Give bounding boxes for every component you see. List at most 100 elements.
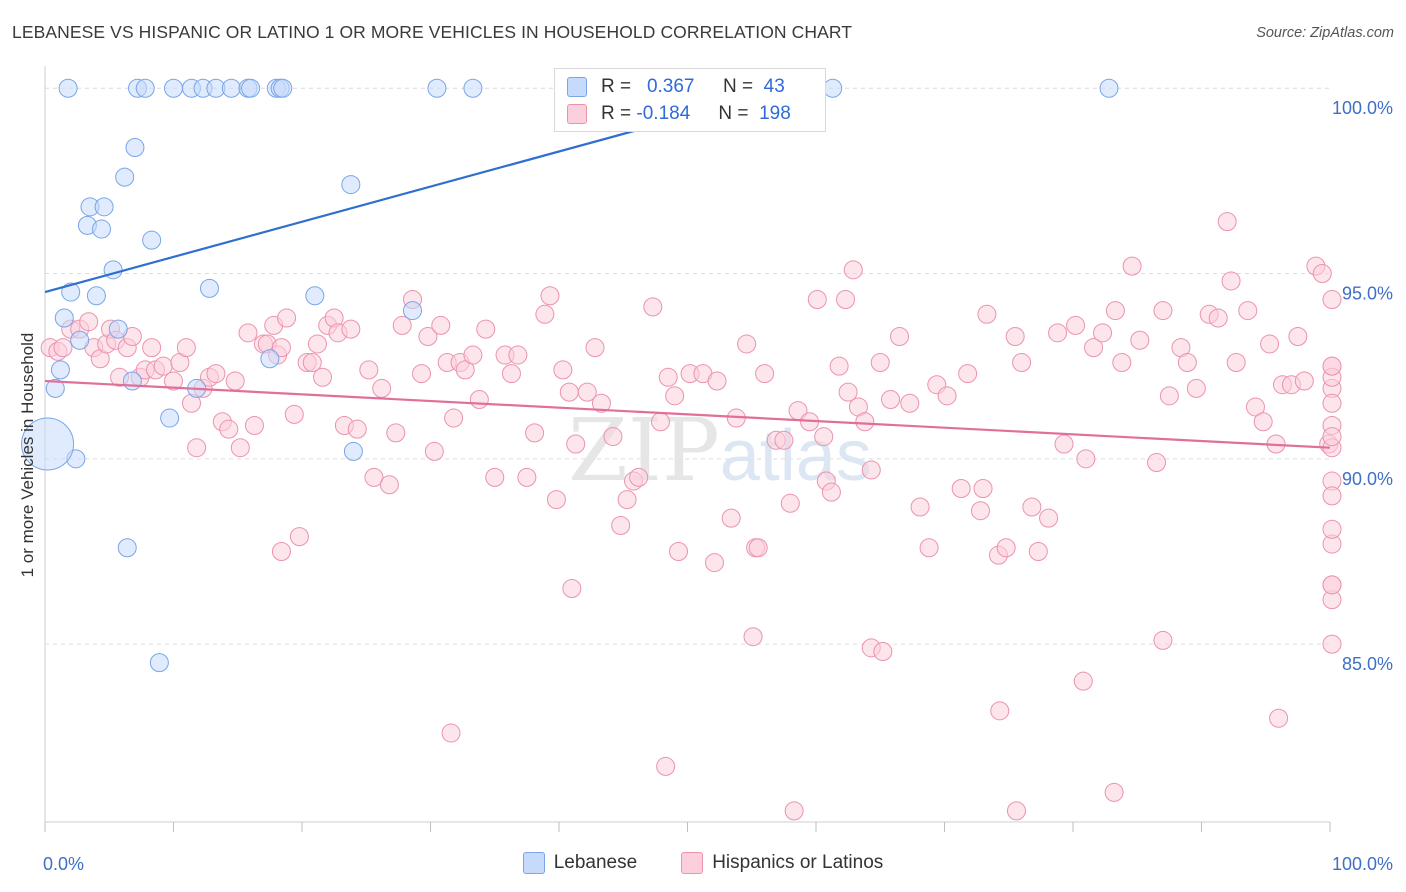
lebanese-point bbox=[61, 282, 81, 302]
lebanese-point bbox=[94, 197, 114, 217]
hispanic-point bbox=[870, 352, 890, 372]
hispanic-point bbox=[517, 467, 537, 487]
hispanic-point bbox=[873, 642, 893, 662]
hispanic-point bbox=[1105, 301, 1125, 321]
tick-labels: 100.0% 95.0% 90.0% 85.0% 0.0% 100.0% bbox=[43, 98, 1393, 874]
hispanic-point bbox=[289, 527, 309, 547]
lebanese-point bbox=[199, 278, 219, 298]
hispanic-point bbox=[164, 371, 183, 391]
hispanic-point bbox=[843, 260, 863, 280]
r-label: R = bbox=[601, 76, 632, 97]
hispanic-point bbox=[469, 390, 489, 410]
hispanic-point bbox=[585, 338, 605, 358]
hispanic-point bbox=[225, 371, 245, 391]
hispanic-point bbox=[1322, 289, 1342, 309]
hispanic-point bbox=[919, 538, 939, 558]
lebanese-point bbox=[341, 175, 361, 195]
hispanic-point bbox=[643, 297, 663, 317]
hispanic-point bbox=[996, 538, 1016, 558]
chart-title: LEBANESE VS HISPANIC OR LATINO 1 OR MORE… bbox=[12, 22, 853, 42]
hispanic-point bbox=[743, 627, 763, 647]
hispanic-point bbox=[525, 423, 545, 443]
hispanic-point bbox=[463, 345, 483, 365]
r-label: R = bbox=[601, 103, 632, 124]
hispanic-point bbox=[553, 360, 573, 380]
lebanese-point bbox=[149, 653, 169, 673]
hispanic-point bbox=[1112, 352, 1132, 372]
hispanic-trend-line bbox=[44, 379, 1331, 449]
hispanic-point bbox=[566, 434, 586, 454]
hispanic-point bbox=[535, 304, 555, 324]
lebanese-point bbox=[135, 78, 155, 98]
hispanic-point bbox=[855, 412, 875, 432]
lebanese-point bbox=[92, 219, 112, 239]
hispanic-point bbox=[359, 360, 379, 380]
hispanic-point bbox=[1048, 323, 1068, 343]
lebanese-swatch bbox=[567, 77, 587, 97]
hispanic-point bbox=[838, 382, 858, 402]
hispanic-point bbox=[546, 490, 566, 510]
hispanic-point bbox=[651, 412, 671, 432]
hispanic-point bbox=[1159, 386, 1179, 406]
lebanese-point bbox=[463, 78, 483, 98]
hispanic-point bbox=[307, 334, 327, 354]
hispanic-point bbox=[1028, 541, 1048, 561]
hispanic-point bbox=[1322, 356, 1342, 376]
hispanic-point bbox=[1177, 352, 1197, 372]
hispanic-point bbox=[1322, 427, 1342, 447]
x-tick-label: 100.0% bbox=[1332, 854, 1393, 874]
hispanic-swatch bbox=[567, 104, 587, 124]
hispanic-point bbox=[1312, 264, 1332, 284]
hispanic-point bbox=[444, 408, 464, 428]
lebanese-point bbox=[305, 286, 325, 306]
lebanese-point bbox=[403, 301, 423, 321]
hispanic-point bbox=[1153, 630, 1173, 650]
hispanic-point bbox=[313, 367, 333, 387]
hispanic-point bbox=[704, 553, 724, 573]
hispanic-point bbox=[431, 315, 451, 335]
lebanese-point bbox=[70, 330, 90, 350]
hispanic-point bbox=[1084, 338, 1104, 358]
n-label: N = bbox=[722, 76, 754, 97]
hispanic-point bbox=[1245, 397, 1265, 417]
n-label: N = bbox=[718, 103, 749, 124]
correlation-legend-box: R = 0.367 N = 43 R = -0.184 N = 198 bbox=[554, 68, 826, 132]
hispanic-point bbox=[1005, 327, 1025, 347]
legend-item-lebanese[interactable]: Lebanese bbox=[522, 852, 637, 874]
y-axis-label: 1 or more Vehicles in Household bbox=[18, 333, 37, 578]
hispanic-point bbox=[562, 579, 582, 599]
hispanic-point bbox=[508, 345, 528, 365]
hispanic-point bbox=[784, 801, 804, 821]
hispanic-point bbox=[1147, 453, 1167, 473]
hispanic-point bbox=[836, 289, 856, 309]
hispanic-point bbox=[244, 415, 264, 435]
hispanic-point bbox=[392, 315, 412, 335]
bottom-legend: Lebanese Hispanics or Latinos bbox=[0, 852, 1406, 874]
watermark-atlas: atlas bbox=[720, 416, 872, 496]
hispanic-point bbox=[1054, 434, 1074, 454]
lebanese-point bbox=[427, 78, 447, 98]
hispanic-point bbox=[821, 482, 841, 502]
hispanic-point bbox=[79, 312, 99, 332]
hispanic-point bbox=[617, 490, 637, 510]
hispanic-point bbox=[501, 364, 521, 384]
y-tick-label: 100.0% bbox=[1332, 98, 1393, 118]
hispanic-point bbox=[1022, 497, 1042, 517]
source-label: Source: ZipAtlas.com bbox=[1256, 25, 1394, 41]
hispanic-point bbox=[721, 508, 741, 528]
legend-item-hispanic[interactable]: Hispanics or Latinos bbox=[681, 852, 883, 874]
hispanic-point bbox=[418, 327, 438, 347]
hispanic-point bbox=[187, 438, 207, 458]
hispanic-point bbox=[611, 516, 631, 536]
lebanese-point bbox=[160, 408, 180, 428]
hispanic-point bbox=[485, 467, 505, 487]
hispanic-point bbox=[1186, 378, 1206, 398]
lebanese-point bbox=[1099, 78, 1119, 98]
hispanic-point bbox=[53, 338, 73, 358]
lebanese-point bbox=[115, 167, 135, 187]
hispanic-point bbox=[1073, 671, 1093, 691]
lebanese-point bbox=[54, 308, 74, 328]
hispanic-point bbox=[277, 308, 297, 328]
hispanic-point bbox=[386, 423, 406, 443]
